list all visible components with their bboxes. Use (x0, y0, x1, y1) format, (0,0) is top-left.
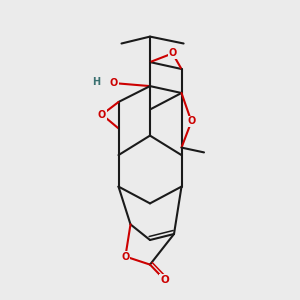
Text: O: O (121, 251, 130, 262)
Text: H: H (92, 76, 101, 87)
Text: O: O (98, 110, 106, 120)
Text: O: O (187, 116, 196, 127)
Text: O: O (160, 274, 169, 285)
Text: O: O (168, 48, 177, 59)
Text: O: O (110, 78, 118, 88)
